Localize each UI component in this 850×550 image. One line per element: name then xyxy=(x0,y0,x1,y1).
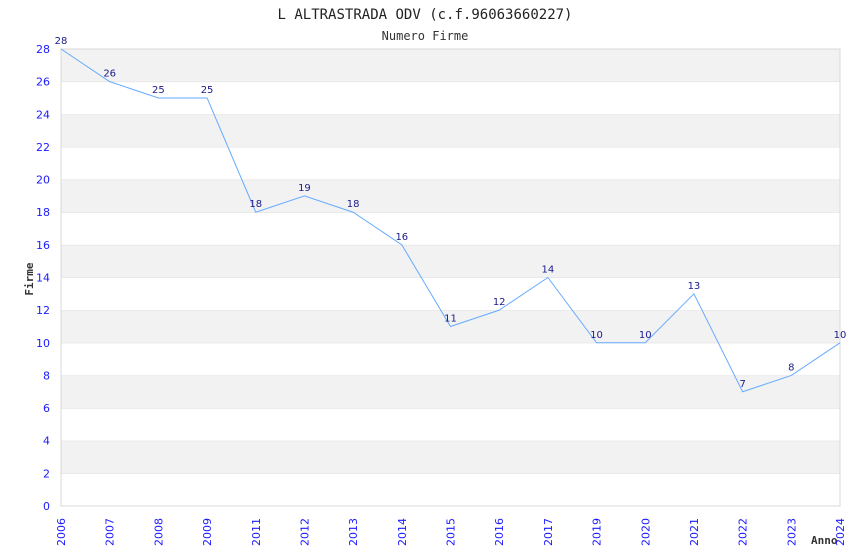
x-axis-label: Anno xyxy=(811,534,838,547)
x-tick-label: 2021 xyxy=(688,518,701,546)
x-tick-label: 2016 xyxy=(493,518,506,546)
grid-band xyxy=(61,49,840,82)
data-label: 16 xyxy=(395,232,408,243)
data-label: 11 xyxy=(444,313,457,324)
grid-band xyxy=(61,375,840,409)
grid-band xyxy=(61,179,840,213)
y-tick-label: 22 xyxy=(36,141,50,154)
data-label: 18 xyxy=(347,199,360,210)
data-label: 18 xyxy=(249,199,262,210)
x-tick-label: 2013 xyxy=(347,518,360,546)
y-tick-label: 24 xyxy=(36,108,50,121)
y-tick-label: 8 xyxy=(43,369,50,382)
grid-band xyxy=(61,114,840,147)
data-label: 19 xyxy=(298,183,311,194)
x-tick-label: 2022 xyxy=(737,518,750,546)
x-tick-label: 2009 xyxy=(201,518,214,546)
y-tick-label: 10 xyxy=(36,337,50,350)
y-axis-label: Firme xyxy=(23,262,36,295)
x-tick-label: 2019 xyxy=(591,518,604,546)
x-tick-label: 2023 xyxy=(785,518,798,546)
y-tick-label: 14 xyxy=(36,272,50,285)
grid-band xyxy=(61,212,840,245)
y-tick-label: 20 xyxy=(36,174,50,187)
x-tick-label: 2014 xyxy=(396,518,409,546)
y-tick-label: 0 xyxy=(43,500,50,513)
data-label: 10 xyxy=(639,330,652,341)
x-tick-label: 2012 xyxy=(298,518,311,546)
x-tick-label: 2007 xyxy=(104,518,117,546)
x-tick-label: 2020 xyxy=(639,518,652,546)
y-tick-label: 2 xyxy=(43,467,50,480)
grid-band xyxy=(61,440,840,474)
data-label: 28 xyxy=(55,36,68,47)
x-tick-label: 2008 xyxy=(152,518,165,546)
x-tick-label: 2024 xyxy=(834,518,847,546)
data-label: 25 xyxy=(152,85,165,96)
chart-title: L ALTRASTRADA ODV (c.f.96063660227) xyxy=(277,7,572,23)
data-label: 7 xyxy=(739,379,745,390)
y-tick-label: 4 xyxy=(43,435,50,448)
data-label: 10 xyxy=(834,330,847,341)
plot-area-border xyxy=(60,48,841,507)
grid-band xyxy=(61,473,840,506)
grid-band xyxy=(61,146,840,180)
x-tick-label: 2017 xyxy=(542,518,555,546)
data-label: 25 xyxy=(201,85,214,96)
y-tick-label: 16 xyxy=(36,239,50,252)
data-label: 13 xyxy=(688,281,701,292)
grid-band xyxy=(61,408,840,441)
y-tick-label: 28 xyxy=(36,43,50,56)
y-tick-label: 26 xyxy=(36,76,50,89)
x-tick-label: 2015 xyxy=(445,518,458,546)
chart-subtitle: Numero Firme xyxy=(382,29,469,43)
data-label: 14 xyxy=(542,265,555,276)
y-tick-label: 6 xyxy=(43,402,50,415)
y-tick-label: 12 xyxy=(36,304,50,317)
y-tick-label: 18 xyxy=(36,206,50,219)
x-tick-label: 2006 xyxy=(55,518,68,546)
data-label: 8 xyxy=(788,362,794,373)
x-tick-label: 2011 xyxy=(250,518,263,546)
grid-band xyxy=(61,342,840,376)
data-label: 10 xyxy=(590,330,603,341)
grid-band xyxy=(61,244,840,278)
data-label: 26 xyxy=(103,69,116,80)
grid-band xyxy=(61,277,840,311)
data-label: 12 xyxy=(493,297,506,308)
